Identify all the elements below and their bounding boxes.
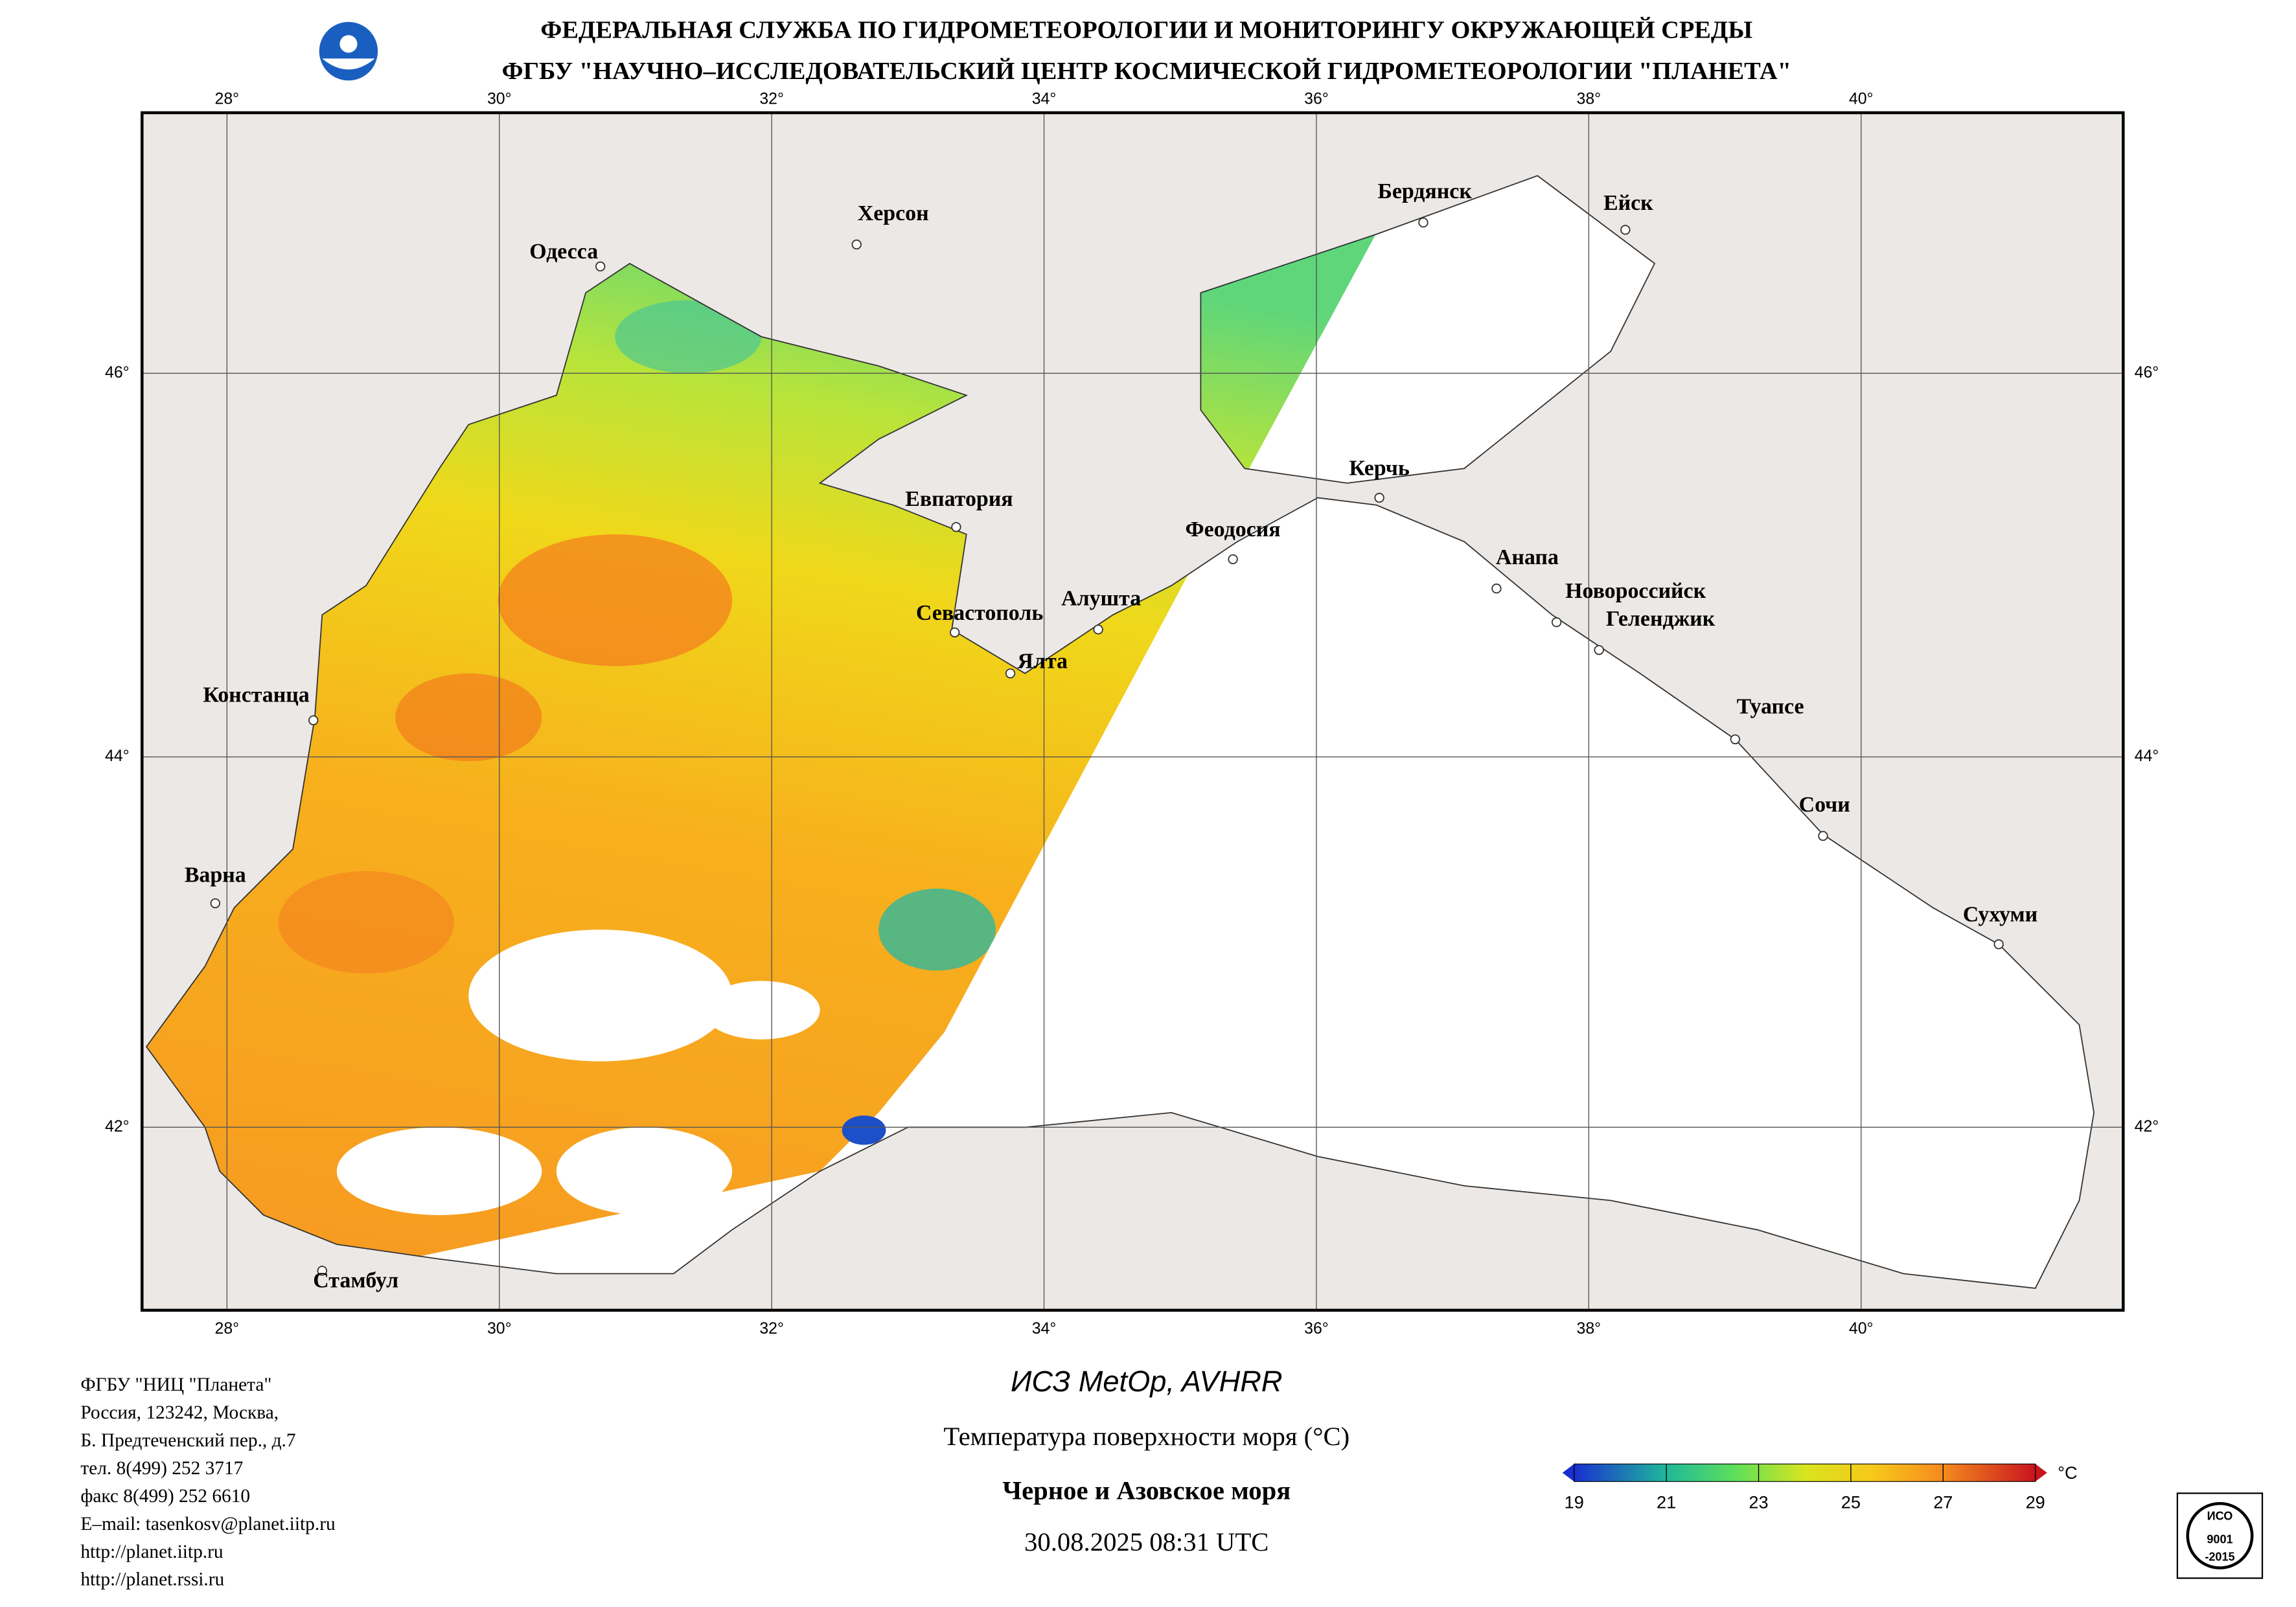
- lon-label: 40°: [1849, 89, 1874, 108]
- city-dot: [1228, 554, 1238, 565]
- city-label: Варна: [185, 863, 246, 887]
- city-label: Анапа: [1496, 545, 1559, 569]
- lon-label: 28°: [215, 1319, 240, 1338]
- colorbar-label: 29: [2026, 1492, 2045, 1512]
- city-dot: [1818, 830, 1828, 841]
- lon-label: 28°: [215, 89, 240, 108]
- city-dot: [317, 1266, 327, 1276]
- no-data: [944, 220, 1655, 1032]
- region: Черное и Азовское моря: [1002, 1476, 1291, 1505]
- city-label: Бердянск: [1377, 179, 1472, 203]
- city-dot: [595, 261, 606, 272]
- city-label: Констанца: [203, 683, 309, 707]
- address-line: ФГБУ "НИЦ "Планета": [80, 1374, 271, 1395]
- header-line: ФЕДЕРАЛЬНАЯ СЛУЖБА ПО ГИДРОМЕТЕОРОЛОГИИ …: [540, 17, 1752, 44]
- city-label: Стамбул: [313, 1269, 398, 1293]
- lon-label: 30°: [487, 89, 512, 108]
- satellite: ИСЗ MetOp, AVHRR: [1011, 1365, 1282, 1398]
- city-dot: [1620, 225, 1631, 235]
- city-label: Керчь: [1349, 456, 1409, 480]
- city-label: Сочи: [1799, 793, 1850, 817]
- map-frame: [140, 111, 2125, 1312]
- colorbar-unit: °C: [2058, 1463, 2077, 1483]
- city-label: Евпатория: [905, 487, 1013, 511]
- address-line: Россия, 123242, Москва,: [80, 1402, 279, 1423]
- header-line: ФГБУ "НАУЧНО–ИССЛЕДОВАТЕЛЬСКИЙ ЦЕНТР КОС…: [502, 58, 1791, 85]
- city-label: Севастополь: [916, 601, 1043, 625]
- logo: [319, 21, 378, 81]
- iso-text: ИСО: [2207, 1509, 2233, 1522]
- city-dot: [1005, 668, 1016, 679]
- lat-label: 44°: [105, 747, 130, 765]
- lon-label: 40°: [1849, 1319, 1874, 1338]
- lon-label: 34°: [1032, 89, 1057, 108]
- address-line: Б. Предтеченский пер., д.7: [80, 1430, 295, 1451]
- lon-label: 34°: [1032, 1319, 1057, 1338]
- city-label: Херсон: [858, 201, 929, 225]
- lat-label: 42°: [105, 1117, 130, 1135]
- address-line: факс 8(499) 252 6610: [80, 1486, 250, 1507]
- iso-text: -2015: [2205, 1551, 2234, 1564]
- colorbar-min-arrow: [1562, 1464, 1574, 1482]
- city-label: Ейск: [1603, 191, 1653, 215]
- city-dot: [308, 715, 319, 725]
- city-label: Геленджик: [1606, 607, 1716, 631]
- iso-text: 9001: [2207, 1533, 2233, 1545]
- iso-logo: [2176, 1492, 2264, 1579]
- city-label: Сухуми: [1963, 903, 2038, 927]
- lat-label: 46°: [2135, 363, 2159, 382]
- lon-label: 38°: [1577, 89, 1601, 108]
- address-line: тел. 8(499) 252 3717: [80, 1458, 243, 1479]
- city-label: Новороссийск: [1565, 579, 1706, 603]
- city-dot: [1418, 217, 1429, 228]
- lon-label: 38°: [1577, 1319, 1601, 1338]
- city-dot: [949, 627, 960, 638]
- lat-label: 46°: [105, 363, 130, 382]
- city-dot: [1093, 624, 1103, 635]
- address-line: http://planet.rssi.ru: [80, 1569, 224, 1590]
- city-label: Феодосия: [1186, 518, 1281, 541]
- lat-label: 42°: [2135, 1117, 2159, 1135]
- city-dot: [1551, 617, 1562, 628]
- lon-label: 32°: [759, 1319, 784, 1338]
- colorbar-max-arrow: [2035, 1464, 2047, 1482]
- product-title: Температура поверхности моря (°C): [943, 1422, 1349, 1451]
- city-label: Одесса: [529, 240, 598, 264]
- city-dot: [851, 239, 862, 250]
- colorbar-label: 27: [1933, 1492, 1953, 1512]
- city-label: Туапсе: [1737, 695, 1804, 719]
- city-dot: [1374, 492, 1384, 503]
- city-label: Ялта: [1018, 650, 1068, 674]
- lon-label: 32°: [759, 89, 784, 108]
- city-dot: [1594, 644, 1604, 655]
- city-dot: [1491, 583, 1502, 594]
- address-line: E–mail: tasenkosv@planet.iitp.ru: [80, 1514, 336, 1534]
- colorbar-label: 19: [1565, 1492, 1584, 1512]
- colorbar-label: 25: [1841, 1492, 1861, 1512]
- city-dot: [951, 521, 961, 532]
- colorbar-label: 23: [1749, 1492, 1768, 1512]
- city-dot: [1993, 939, 2004, 950]
- colorbar: [1574, 1463, 2036, 1482]
- address-line: http://planet.iitp.ru: [80, 1542, 224, 1562]
- lon-label: 36°: [1304, 1319, 1329, 1338]
- city-dot: [210, 898, 220, 909]
- lon-label: 36°: [1304, 89, 1329, 108]
- colorbar-label: 21: [1657, 1492, 1676, 1512]
- city-label: Алушта: [1061, 586, 1141, 610]
- datetime: 30.08.2025 08:31 UTC: [1024, 1527, 1269, 1556]
- lat-label: 44°: [2135, 747, 2159, 765]
- city-dot: [1730, 734, 1741, 745]
- lon-label: 30°: [487, 1319, 512, 1338]
